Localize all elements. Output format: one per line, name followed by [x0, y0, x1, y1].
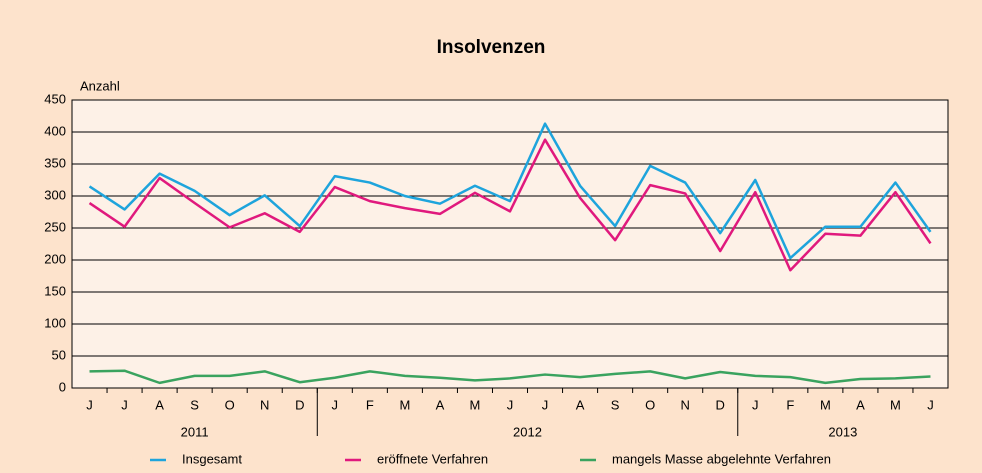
x-tick-label: J: [542, 397, 549, 412]
x-tick-label: J: [507, 397, 514, 412]
x-tick-label: M: [470, 397, 481, 412]
y-tick-label: 450: [44, 91, 66, 106]
y-tick-label: 100: [44, 315, 66, 330]
y-axis-label: Anzahl: [80, 78, 120, 93]
x-tick-label: M: [890, 397, 901, 412]
x-tick-label: J: [332, 397, 339, 412]
legend-label: mangels Masse abgelehnte Verfahren: [612, 451, 831, 466]
x-tick-label: S: [611, 397, 620, 412]
year-label: 2013: [828, 424, 857, 439]
legend-label: eröffnete Verfahren: [377, 451, 488, 466]
x-tick-label: A: [155, 397, 164, 412]
x-tick-label: A: [856, 397, 865, 412]
x-tick-label: N: [681, 397, 690, 412]
x-tick-label: D: [716, 397, 725, 412]
x-tick-label: S: [190, 397, 199, 412]
x-tick-label: N: [260, 397, 269, 412]
y-tick-label: 300: [44, 187, 66, 202]
x-tick-label: J: [121, 397, 128, 412]
x-tick-label: F: [786, 397, 794, 412]
year-label: 2011: [181, 424, 209, 439]
x-tick-label: J: [86, 397, 93, 412]
plot-border: [71, 99, 949, 389]
y-tick-label: 0: [59, 379, 66, 394]
y-tick-label: 400: [44, 123, 66, 138]
y-tick-label: 50: [52, 347, 66, 362]
series-line: [89, 369, 931, 385]
x-tick-label: O: [225, 397, 235, 412]
x-tick-label: D: [295, 397, 304, 412]
y-tick-label: 350: [44, 155, 66, 170]
chart-title: Insolvenzen: [437, 37, 546, 58]
y-tick-label: 250: [44, 219, 66, 234]
x-tick-label: J: [927, 397, 934, 412]
y-tick-label: 200: [44, 251, 66, 266]
y-tick-label: 150: [44, 283, 66, 298]
x-tick-label: M: [399, 397, 410, 412]
x-tick-label: F: [366, 397, 374, 412]
x-tick-label: J: [752, 397, 759, 412]
x-tick-label: A: [436, 397, 445, 412]
x-tick-label: A: [576, 397, 585, 412]
year-label: 2012: [513, 424, 542, 439]
legend-label: Insgesamt: [182, 451, 242, 466]
plot-area: [72, 100, 948, 388]
x-tick-label: M: [820, 397, 831, 412]
x-tick-label: O: [645, 397, 655, 412]
series-line: [88, 138, 932, 272]
series-line: [88, 122, 932, 260]
